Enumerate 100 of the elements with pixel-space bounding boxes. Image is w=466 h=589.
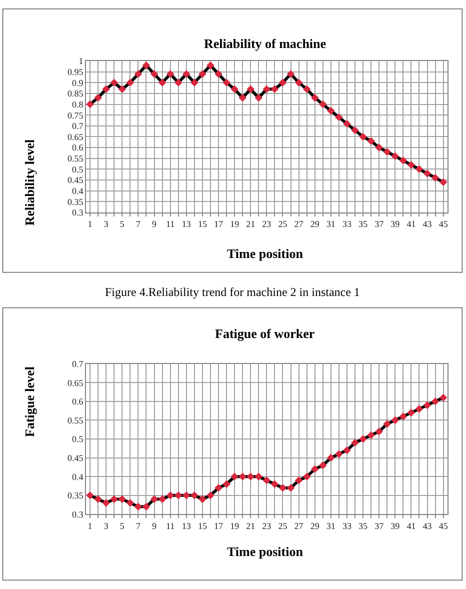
y-tick-label: 0.95 <box>67 66 84 77</box>
point <box>391 416 400 424</box>
x-tick-label: 43 <box>422 521 432 532</box>
point <box>150 495 158 504</box>
x-tick-label: 17 <box>214 521 224 532</box>
x-tick-label: 3 <box>104 219 109 230</box>
y-tick-label: 0.7 <box>72 121 84 132</box>
x-tick-label: 19 <box>230 219 240 230</box>
y-axis-title: Reliability level <box>22 139 38 226</box>
point <box>86 100 94 108</box>
x-tick-label: 41 <box>406 521 416 532</box>
point <box>439 394 448 402</box>
y-tick-label: 0.85 <box>67 88 84 99</box>
x-tick-label: 15 <box>198 521 208 532</box>
x-tick-label: 31 <box>326 219 336 230</box>
point <box>238 472 246 481</box>
x-axis-title: Time position <box>227 544 304 559</box>
x-tick-label: 9 <box>152 521 158 532</box>
chart-title: Fatigue of worker <box>215 326 315 341</box>
x-axis-title: Time position <box>227 246 304 261</box>
point <box>174 78 182 87</box>
point <box>198 495 206 504</box>
point <box>94 495 102 504</box>
x-tick-label: 9 <box>152 219 158 230</box>
point <box>431 398 440 406</box>
point <box>270 480 279 488</box>
point <box>230 85 238 94</box>
point <box>246 472 255 481</box>
x-tick-label: 41 <box>406 219 416 230</box>
point <box>262 476 271 484</box>
point <box>262 85 271 94</box>
x-tick-label: 5 <box>120 521 125 532</box>
y-tick-label: 0.3 <box>72 509 84 520</box>
point <box>86 492 94 500</box>
x-tick-label: 29 <box>310 521 320 532</box>
x-tick-label: 45 <box>438 219 448 230</box>
point <box>335 113 343 122</box>
x-tick-label: 1 <box>88 521 92 532</box>
x-tick-label: 1 <box>88 219 92 230</box>
point <box>134 502 142 511</box>
point <box>302 472 311 481</box>
x-tick-label: 7 <box>136 219 141 230</box>
caption: Figure 4.Reliability trend for machine 2 in instance 1 <box>105 285 360 299</box>
y-tick-label: 0.55 <box>67 415 84 426</box>
x-tick-label: 27 <box>294 521 304 532</box>
point <box>302 85 311 94</box>
point <box>327 454 335 462</box>
point <box>190 78 198 87</box>
point <box>351 438 359 447</box>
x-tick-label: 11 <box>166 521 175 532</box>
point <box>110 78 118 87</box>
point <box>206 61 214 70</box>
point <box>118 85 126 94</box>
x-tick-label: 13 <box>182 219 192 230</box>
point <box>254 472 263 481</box>
point <box>206 492 214 500</box>
point <box>415 405 424 413</box>
x-tick-label: 35 <box>358 521 368 532</box>
x-tick-label: 33 <box>342 521 352 532</box>
point <box>310 94 319 102</box>
y-tick-label: 0.9 <box>72 78 84 88</box>
point <box>158 78 166 87</box>
x-tick-label: 3 <box>104 521 109 532</box>
y-tick-label: 0.5 <box>72 434 84 444</box>
x-tick-label: 13 <box>182 521 192 532</box>
point <box>102 499 110 507</box>
point <box>118 495 126 504</box>
point <box>142 502 150 511</box>
point <box>310 465 319 473</box>
point <box>278 484 287 492</box>
x-tick-label: 31 <box>326 521 336 532</box>
point <box>174 492 182 500</box>
y-tick-label: 0.6 <box>72 396 84 407</box>
point <box>270 85 279 94</box>
y-tick-label: 0.7 <box>72 358 84 369</box>
point <box>102 85 110 94</box>
point <box>423 401 432 410</box>
x-tick-label: 23 <box>262 521 272 532</box>
point <box>383 148 392 156</box>
point <box>238 94 246 102</box>
y-tick-label: 0.35 <box>67 490 84 501</box>
point <box>214 70 222 78</box>
point <box>343 120 351 128</box>
y-tick-label: 1 <box>78 56 84 66</box>
x-tick-label: 29 <box>310 219 320 230</box>
point <box>431 174 440 182</box>
y-tick-label: 0.65 <box>67 132 84 142</box>
point <box>166 492 174 500</box>
point <box>182 70 190 78</box>
point <box>423 170 432 178</box>
x-tick-label: 21 <box>246 521 256 532</box>
x-tick-label: 19 <box>230 521 240 532</box>
y-tick-label: 0.3 <box>72 208 84 218</box>
x-tick-label: 23 <box>262 219 272 230</box>
point <box>318 461 327 470</box>
point <box>399 156 408 164</box>
point <box>335 450 343 458</box>
point <box>150 70 158 78</box>
y-tick-label: 0.55 <box>67 154 84 164</box>
point <box>359 435 367 443</box>
